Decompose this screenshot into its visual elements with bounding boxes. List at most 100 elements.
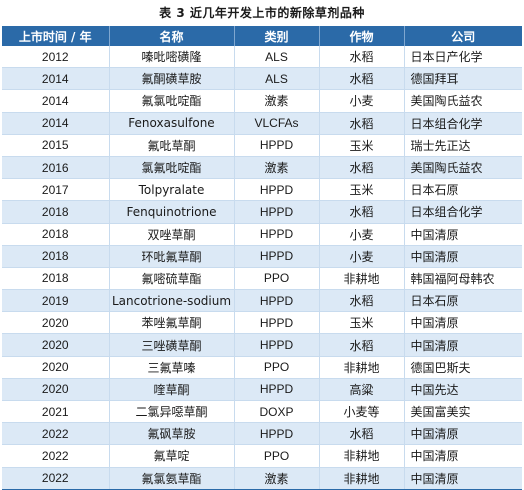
table-row: 2014 Fenoxasulfone VLCFAs 水稻 日本组合化学 — [2, 112, 522, 135]
cell-crop: 玉米 — [319, 178, 405, 202]
cell-category: HPPD — [234, 134, 320, 157]
cell-company: 韩国福阿母韩农 — [404, 267, 522, 291]
cell-crop: 水稻 — [319, 112, 405, 135]
cell-name: 氟氯吡啶酯 — [109, 89, 235, 113]
cell-crop: 水稻 — [319, 67, 405, 91]
cell-category: DOXP — [234, 400, 320, 424]
table-row: 2017 Tolpyralate HPPD 玉米 日本石原 — [2, 178, 522, 202]
table-row: 2018 双唑草酮 HPPD 小麦 中国清原 — [2, 223, 522, 246]
table-row: 2020 苯唑氟草酮 HPPD 玉米 中国清原 — [2, 311, 522, 335]
cell-company: 瑞士先正达 — [404, 134, 522, 157]
cell-launch-year: 2014 — [2, 89, 110, 113]
cell-category: HPPD — [234, 333, 320, 357]
cell-category: ALS — [234, 46, 320, 69]
cell-launch-year: 2018 — [2, 200, 110, 224]
table-row: 2022 氟砜草胺 HPPD 水稻 中国清原 — [2, 422, 522, 446]
cell-category: HPPD — [234, 245, 320, 268]
header-company: 公司 — [404, 26, 522, 46]
cell-name: 氯氟吡啶酯 — [109, 156, 235, 180]
cell-name: Lancotrione-sodium — [109, 289, 235, 313]
cell-launch-year: 2020 — [2, 311, 110, 335]
cell-company: 中国清原 — [404, 245, 522, 268]
cell-crop: 水稻 — [319, 156, 405, 180]
table-body: 2012 嗪吡嘧磺隆 ALS 水稻 日本日产化学 2014 氟酮磺草胺 ALS 水稻 德国拜耳 20… — [2, 46, 522, 490]
cell-company: 中国清原 — [404, 223, 522, 246]
table-row: 2012 嗪吡嘧磺隆 ALS 水稻 日本日产化学 — [2, 46, 522, 69]
table-row: 2020 三唑磺草酮 HPPD 水稻 中国清原 — [2, 333, 522, 357]
cell-crop: 水稻 — [319, 289, 405, 313]
cell-category: HPPD — [234, 378, 320, 402]
herbicide-table: 上市时间 / 年 名称 类别 作物 公司 2012 嗪吡嘧磺隆 ALS 水稻 日本日产化… — [2, 26, 522, 490]
cell-launch-year: 2020 — [2, 356, 110, 379]
cell-launch-year: 2012 — [2, 46, 110, 69]
cell-launch-year: 2022 — [2, 444, 110, 468]
cell-category: HPPD — [234, 178, 320, 202]
cell-crop: 水稻 — [319, 422, 405, 446]
cell-name: 氟砜草胺 — [109, 422, 235, 446]
cell-category: HPPD — [234, 422, 320, 446]
cell-company: 美国陶氏益农 — [404, 89, 522, 113]
header-name: 名称 — [109, 26, 235, 46]
cell-crop: 小麦 — [319, 89, 405, 113]
cell-name: 环吡氟草酮 — [109, 245, 235, 268]
cell-crop: 水稻 — [319, 200, 405, 224]
cell-launch-year: 2019 — [2, 289, 110, 313]
cell-company: 日本日产化学 — [404, 46, 522, 69]
table-row: 2015 氟吡草酮 HPPD 玉米 瑞士先正达 — [2, 134, 522, 157]
cell-company: 中国清原 — [404, 467, 522, 490]
cell-launch-year: 2015 — [2, 134, 110, 157]
cell-name: Fenoxasulfone — [109, 112, 235, 135]
cell-launch-year: 2022 — [2, 467, 110, 490]
cell-crop: 非耕地 — [319, 444, 405, 468]
cell-launch-year: 2016 — [2, 156, 110, 180]
cell-category: VLCFAs — [234, 112, 320, 135]
cell-crop: 水稻 — [319, 46, 405, 69]
cell-launch-year: 2017 — [2, 178, 110, 202]
table-row: 2018 Fenquinotrione HPPD 水稻 日本组合化学 — [2, 200, 522, 224]
cell-company: 中国清原 — [404, 444, 522, 468]
cell-crop: 玉米 — [319, 134, 405, 157]
cell-name: 氟氯氨草酯 — [109, 467, 235, 490]
table-row: 2022 氟草啶 PPO 非耕地 中国清原 — [2, 444, 522, 468]
cell-category: 激素 — [234, 467, 320, 490]
table-row: 2021 二氯异噁草酮 DOXP 小麦等 美国富美实 — [2, 400, 522, 424]
table-header: 上市时间 / 年 名称 类别 作物 公司 — [2, 26, 522, 46]
table-row: 2018 氟嘧硫草酯 PPO 非耕地 韩国福阿母韩农 — [2, 267, 522, 291]
cell-name: 二氯异噁草酮 — [109, 400, 235, 424]
table-row: 2020 喹草酮 HPPD 高粱 中国先达 — [2, 378, 522, 402]
cell-name: 氟酮磺草胺 — [109, 67, 235, 91]
cell-launch-year: 2021 — [2, 400, 110, 424]
cell-name: 苯唑氟草酮 — [109, 311, 235, 335]
header-row: 上市时间 / 年 名称 类别 作物 公司 — [2, 26, 522, 46]
cell-company: 中国清原 — [404, 311, 522, 335]
cell-category: HPPD — [234, 311, 320, 335]
cell-name: 双唑草酮 — [109, 223, 235, 246]
cell-company: 德国拜耳 — [404, 67, 522, 91]
cell-company: 日本组合化学 — [404, 200, 522, 224]
cell-crop: 高粱 — [319, 378, 405, 402]
cell-name: Tolpyralate — [109, 178, 235, 202]
cell-launch-year: 2018 — [2, 245, 110, 268]
cell-name: Fenquinotrione — [109, 200, 235, 224]
cell-name: 喹草酮 — [109, 378, 235, 402]
cell-crop: 非耕地 — [319, 267, 405, 291]
table-row: 2022 氟氯氨草酯 激素 非耕地 中国清原 — [2, 467, 522, 490]
cell-crop: 非耕地 — [319, 467, 405, 490]
cell-crop: 小麦 — [319, 245, 405, 268]
cell-launch-year: 2022 — [2, 422, 110, 446]
cell-company: 中国清原 — [404, 333, 522, 357]
table-row: 2020 三氟草嗪 PPO 非耕地 德国巴斯夫 — [2, 356, 522, 379]
cell-category: PPO — [234, 267, 320, 291]
cell-launch-year: 2014 — [2, 67, 110, 91]
cell-company: 中国先达 — [404, 378, 522, 402]
header-crop: 作物 — [319, 26, 405, 46]
cell-name: 氟嘧硫草酯 — [109, 267, 235, 291]
cell-crop: 小麦 — [319, 223, 405, 246]
header-launch-year: 上市时间 / 年 — [2, 26, 110, 46]
table-row: 2018 环吡氟草酮 HPPD 小麦 中国清原 — [2, 245, 522, 268]
cell-launch-year: 2018 — [2, 223, 110, 246]
cell-launch-year: 2020 — [2, 378, 110, 402]
cell-category: HPPD — [234, 289, 320, 313]
cell-category: 激素 — [234, 156, 320, 180]
cell-name: 氟草啶 — [109, 444, 235, 468]
